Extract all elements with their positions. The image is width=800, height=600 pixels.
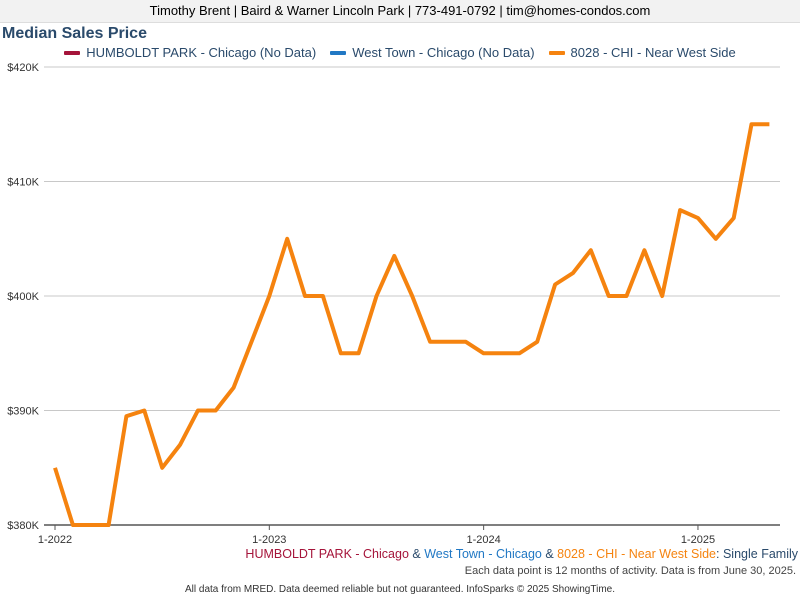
footer-disclaimer: All data from MRED. Data deemed reliable… — [0, 580, 800, 600]
legend-item-near-west-side[interactable]: 8028 - CHI - Near West Side — [548, 44, 736, 62]
y-tick-label: $420K — [7, 62, 39, 74]
chart-legend: HUMBOLDT PARK - Chicago (No Data) West T… — [0, 44, 800, 62]
series-layer — [53, 122, 770, 527]
chart-caption: HUMBOLDT PARK - Chicago & West Town - Ch… — [245, 547, 798, 561]
legend-swatch-near-west-side — [548, 51, 565, 55]
caption-separator: & — [408, 547, 425, 561]
y-tick-label: $390K — [7, 406, 39, 418]
data-note: Each data point is 12 months of activity… — [464, 565, 796, 577]
caption-separator: & — [541, 547, 558, 561]
caption-property-type: Single Family — [722, 547, 798, 561]
legend-label-west-town: West Town - Chicago (No Data) — [352, 45, 535, 60]
chart-title: Median Sales Price — [2, 25, 147, 42]
y-tick-label: $380K — [7, 520, 39, 532]
caption-near-west-side: 8028 - CHI - Near West Side — [557, 547, 717, 561]
y-tick-label: $400K — [7, 291, 39, 303]
legend-swatch-humboldt-park — [64, 51, 81, 55]
x-tick-label: 1-2022 — [38, 534, 72, 546]
caption-humboldt-park: HUMBOLDT PARK - Chicago — [245, 547, 409, 561]
caption-west-town: West Town - Chicago — [424, 547, 542, 561]
series-line-near-west-side — [53, 122, 770, 527]
agent-header: Timothy Brent | Baird & Warner Lincoln P… — [0, 0, 800, 23]
axis-layer: $380K $390K $400K $410K $420K 1-2022 1-2023 1-2… — [7, 62, 780, 546]
x-tick-label: 1-2023 — [252, 534, 286, 546]
y-tick-label: $410K — [7, 177, 39, 189]
x-tick-label: 1-2024 — [467, 534, 501, 546]
x-tick-label: 1-2025 — [681, 534, 715, 546]
legend-label-humboldt-park: HUMBOLDT PARK - Chicago (No Data) — [86, 45, 317, 60]
legend-swatch-west-town — [330, 51, 347, 55]
caption-separator: : — [716, 547, 723, 561]
legend-item-west-town[interactable]: West Town - Chicago (No Data) — [330, 44, 535, 62]
legend-item-humboldt-park[interactable]: HUMBOLDT PARK - Chicago (No Data) — [64, 44, 316, 62]
grid-layer — [44, 66, 780, 411]
legend-label-near-west-side: 8028 - CHI - Near West Side — [570, 45, 736, 60]
